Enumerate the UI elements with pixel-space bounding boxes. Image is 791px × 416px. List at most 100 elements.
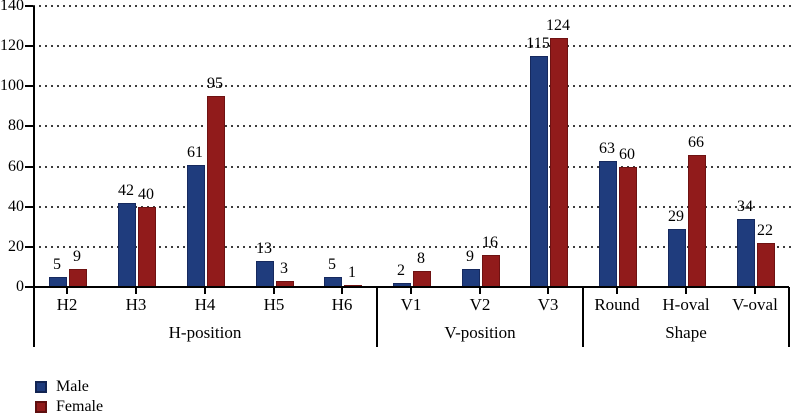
y-gridline <box>33 165 791 168</box>
bar-male-h6 <box>324 277 342 288</box>
group-separator <box>788 287 790 347</box>
bar-female-h2 <box>69 269 87 288</box>
y-gridline <box>33 245 791 248</box>
y-axis-tick <box>25 165 33 168</box>
bar-value-label: 2 <box>397 262 405 279</box>
category-label-h5: H5 <box>263 295 285 314</box>
category-label-h3: H3 <box>125 295 147 314</box>
bar-male-round <box>599 161 617 288</box>
group-label-v-position: V-position <box>444 323 516 342</box>
bar-male-v-oval <box>737 219 755 288</box>
bar-value-label: 16 <box>482 234 498 251</box>
y-axis-tick-label: 20 <box>8 237 24 255</box>
bar-female-h5 <box>276 281 294 288</box>
x-axis-tick <box>341 287 343 294</box>
bar-value-label: 22 <box>757 222 773 239</box>
x-axis-tick <box>754 287 756 294</box>
bar-male-h4 <box>187 165 205 288</box>
y-axis-tick-label: 80 <box>8 117 24 135</box>
category-label-h4: H4 <box>194 295 216 314</box>
y-gridline <box>33 125 791 128</box>
bar-male-h5 <box>256 261 274 288</box>
bar-value-label: 66 <box>688 134 704 151</box>
legend-label-female: Female <box>56 398 104 415</box>
y-axis-tick-label: 120 <box>0 37 24 55</box>
x-axis-tick <box>273 287 275 294</box>
bar-value-label: 40 <box>138 186 154 203</box>
x-axis-tick <box>135 287 137 294</box>
bar-value-label: 8 <box>417 250 425 267</box>
bar-female-h4 <box>207 96 225 288</box>
y-axis-tick <box>25 85 33 88</box>
legend-item-male: Male <box>35 377 103 397</box>
category-label-h2: H2 <box>56 295 78 314</box>
bar-value-label: 29 <box>668 208 684 225</box>
x-axis-tick <box>685 287 687 294</box>
y-axis-tick-label: 100 <box>0 77 24 95</box>
y-axis-tick-label: 60 <box>8 157 24 175</box>
y-gridline <box>33 45 791 48</box>
bar-female-v2 <box>482 255 500 288</box>
y-axis-tick <box>25 245 33 248</box>
y-gridline <box>33 5 791 7</box>
category-label-v1: V1 <box>400 295 422 314</box>
y-gridline <box>33 205 791 208</box>
x-axis-tick <box>410 287 412 294</box>
legend-item-female: Female <box>35 397 103 416</box>
category-label-h6: H6 <box>331 295 353 314</box>
bar-value-label: 3 <box>280 260 288 277</box>
bar-female-v3 <box>550 38 568 288</box>
y-axis-tick <box>25 5 33 7</box>
bar-value-label: 61 <box>187 144 203 161</box>
category-label-v3: V3 <box>537 295 559 314</box>
bar-value-label: 5 <box>53 256 61 273</box>
y-axis-tick <box>25 286 33 288</box>
legend-label-male: Male <box>56 378 89 395</box>
male-series-swatch-icon <box>35 381 47 393</box>
bar-value-label: 5 <box>328 256 336 273</box>
category-label-round: Round <box>594 295 640 314</box>
bar-female-h3 <box>138 207 156 288</box>
bar-value-label: 63 <box>599 140 615 157</box>
bar-male-h-oval <box>668 229 686 288</box>
chart-legend: Male Female <box>35 377 103 416</box>
bar-male-h2 <box>49 277 67 288</box>
group-label-shape: Shape <box>665 323 707 342</box>
bar-value-label: 13 <box>256 240 272 257</box>
bar-male-v1 <box>393 283 411 288</box>
bar-value-label: 115 <box>526 35 550 52</box>
bar-value-label: 42 <box>118 182 134 199</box>
y-axis-line <box>33 6 35 347</box>
bar-male-h3 <box>118 203 136 288</box>
bar-value-label: 60 <box>619 146 635 163</box>
x-axis-tick <box>204 287 206 294</box>
category-label-v-oval: V-oval <box>732 295 778 314</box>
group-separator <box>376 287 378 347</box>
x-axis-tick <box>547 287 549 294</box>
bar-value-label: 9 <box>73 248 81 265</box>
y-axis-tick-label: 0 <box>16 278 24 295</box>
x-axis-tick <box>616 287 618 294</box>
y-axis-tick <box>25 205 33 208</box>
y-gridline <box>33 85 791 88</box>
bar-male-v2 <box>462 269 480 288</box>
bar-male-v3 <box>530 56 548 288</box>
x-axis-line <box>33 286 789 288</box>
bar-female-round <box>619 167 637 288</box>
bar-value-label: 34 <box>737 198 753 215</box>
y-axis-tick-label: 140 <box>0 0 24 14</box>
group-label-h-position: H-position <box>168 323 242 342</box>
bar-value-label: 95 <box>207 75 223 92</box>
bar-value-label: 9 <box>466 248 474 265</box>
bar-value-label: 1 <box>348 264 356 281</box>
female-series-swatch-icon <box>35 401 47 413</box>
group-separator <box>582 287 584 347</box>
bar-female-v1 <box>413 271 431 288</box>
bar-female-h-oval <box>688 155 706 288</box>
category-label-h-oval: H-oval <box>662 295 710 314</box>
x-axis-tick <box>66 287 68 294</box>
category-label-v2: V2 <box>469 295 491 314</box>
y-axis-tick <box>25 45 33 48</box>
bar-value-label: 124 <box>546 17 570 34</box>
